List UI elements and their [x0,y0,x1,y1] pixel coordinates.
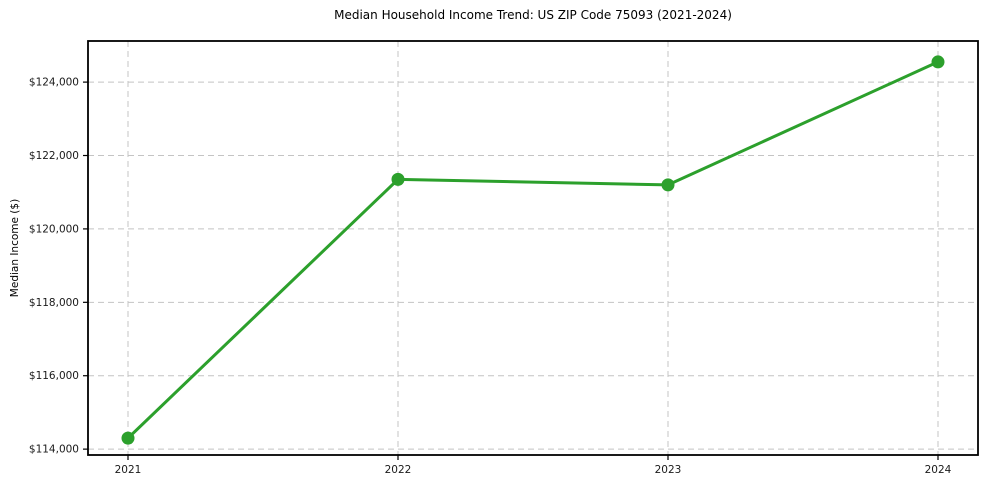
y-tick-label: $124,000 [29,77,79,89]
y-tick-label: $114,000 [29,444,79,456]
x-tick-label: 2021 [115,464,142,476]
chart-title: Median Household Income Trend: US ZIP Co… [334,8,732,22]
data-point-2024 [931,55,945,69]
x-tick-label: 2023 [655,464,682,476]
y-tick-label: $118,000 [29,297,79,309]
plot-border [87,40,979,456]
y-tick-label: $116,000 [29,370,79,382]
data-point-2023 [661,178,675,192]
x-tick-label: 2024 [925,464,952,476]
trend-line [126,60,940,440]
y-tick-label: $120,000 [29,223,79,235]
x-tick-label: 2022 [385,464,412,476]
data-point-2022 [391,172,405,186]
y-tick-label: $122,000 [29,150,79,162]
data-point-2021 [121,431,135,445]
